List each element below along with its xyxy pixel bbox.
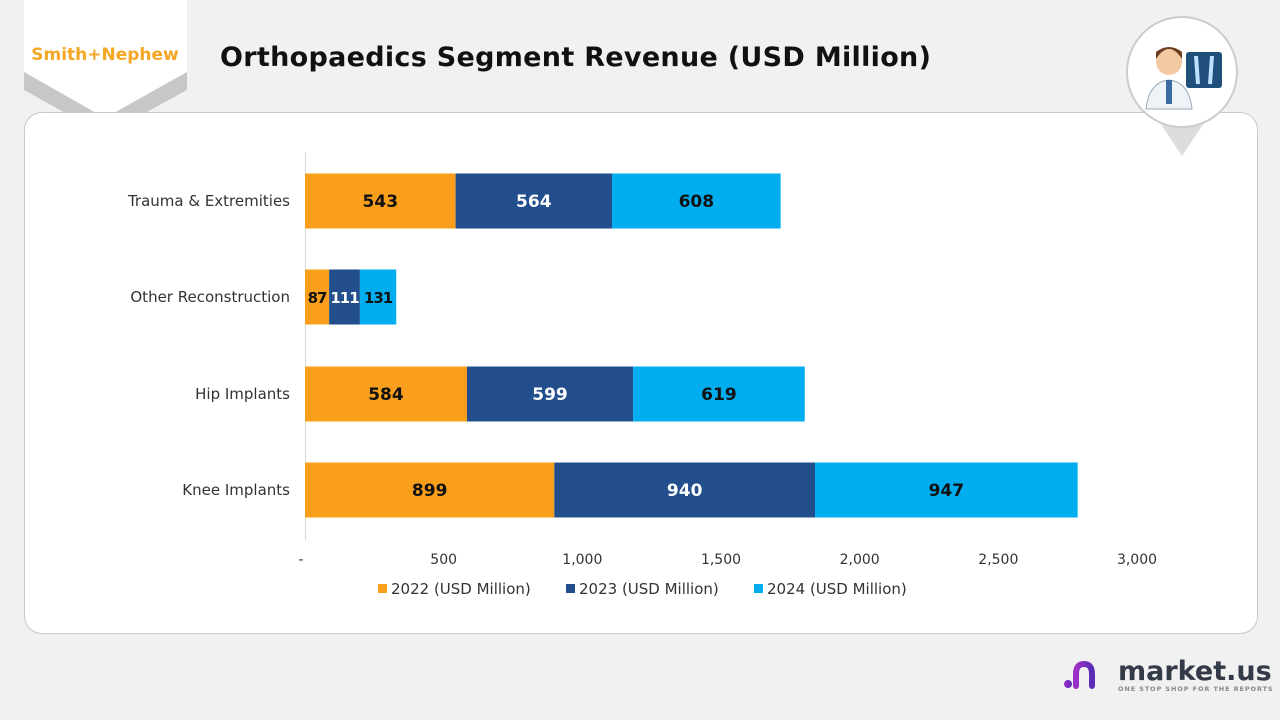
- bar-segment: [305, 366, 467, 422]
- bar-segment: [815, 462, 1078, 518]
- market-us-tagline: ONE STOP SHOP FOR THE REPORTS: [1118, 685, 1274, 693]
- legend-swatch: [378, 584, 387, 593]
- x-tick-label: 500: [430, 552, 457, 568]
- data-label: 619: [701, 385, 737, 405]
- x-tick-label: 1,000: [562, 552, 602, 568]
- market-us-name: market.us: [1118, 656, 1272, 687]
- data-label: 940: [667, 481, 703, 501]
- bar-segment: [359, 269, 397, 325]
- bar-segment: [305, 173, 456, 229]
- legend-swatch: [754, 584, 763, 593]
- data-label: 599: [532, 385, 568, 405]
- x-tick-label: 2,000: [840, 552, 880, 568]
- bar-segment: [305, 269, 330, 325]
- x-tick-label: 1,500: [701, 552, 741, 568]
- bar-segment: [466, 366, 634, 422]
- data-label: 87: [308, 289, 327, 307]
- data-label: 947: [929, 481, 965, 501]
- legend-label: 2024 (USD Million): [767, 580, 907, 598]
- data-label: 584: [368, 385, 404, 405]
- doctor-xray-icon: [1124, 14, 1240, 159]
- market-us-icon: [1064, 660, 1105, 689]
- category-label: Knee Implants: [182, 481, 290, 499]
- bar-segment: [455, 173, 613, 229]
- data-label: 608: [679, 192, 715, 212]
- bar-segment: [305, 462, 555, 518]
- x-tick-label: 3,000: [1117, 552, 1157, 568]
- smith-nephew-logo: Smith+Nephew: [24, 0, 187, 135]
- x-tick-label: -: [298, 552, 303, 568]
- legend-swatch: [566, 584, 575, 593]
- bar-segment: [554, 462, 816, 518]
- data-label: 564: [516, 192, 552, 212]
- logo-text: Smith+Nephew: [31, 45, 179, 65]
- category-label: Hip Implants: [195, 385, 290, 403]
- bar-segment: [612, 173, 781, 229]
- legend-label: 2022 (USD Million): [391, 580, 531, 598]
- x-tick-label: 2,500: [978, 552, 1018, 568]
- category-label: Trauma & Extremities: [127, 192, 290, 210]
- category-label: Other Reconstruction: [130, 288, 290, 306]
- page-title: Orthopaedics Segment Revenue (USD Millio…: [220, 42, 932, 73]
- data-label: 899: [412, 481, 448, 501]
- data-label: 131: [364, 289, 393, 307]
- bar-segment: [329, 269, 360, 325]
- legend-label: 2023 (USD Million): [579, 580, 719, 598]
- bar-segment: [633, 366, 805, 422]
- data-label: 543: [363, 192, 399, 212]
- data-label: 111: [330, 289, 359, 307]
- market-us-logo: market.us ONE STOP SHOP FOR THE REPORTS: [1062, 656, 1273, 696]
